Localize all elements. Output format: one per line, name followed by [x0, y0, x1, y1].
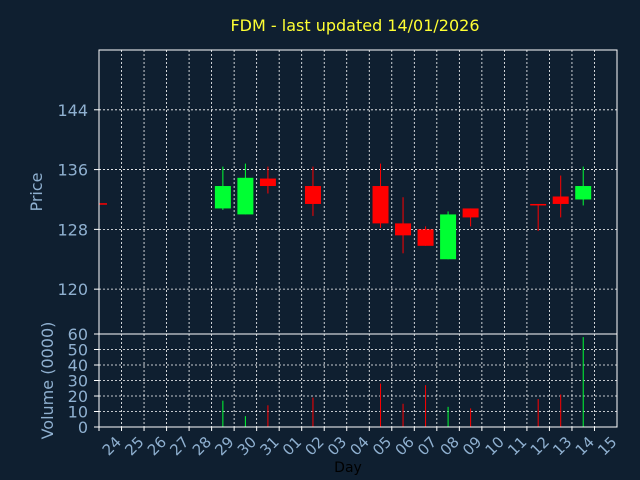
- price-candle: [237, 177, 254, 215]
- price-axis: 120 128 136 144: [57, 49, 618, 335]
- volume-bars: [222, 337, 584, 427]
- volume-tick-label: 10: [68, 403, 88, 422]
- price-candle: [395, 223, 412, 236]
- volume-tick-label: 40: [68, 356, 88, 375]
- price-candle: [440, 214, 457, 260]
- volume-axis-label: Volume (0000): [38, 322, 57, 440]
- price-tick-label: 120: [57, 280, 88, 299]
- price-tick-label: 136: [57, 161, 88, 180]
- price-candle: [462, 208, 479, 218]
- chart-title: FDM - last updated 14/01/2026: [230, 16, 479, 35]
- price-tick-label: 144: [57, 101, 88, 120]
- day-tick-label: 15: [594, 433, 620, 459]
- price-candle: [372, 186, 389, 224]
- price-axis-label: Price: [27, 172, 46, 211]
- volume-grid: [99, 334, 617, 427]
- volume-frame: [98, 333, 618, 428]
- price-candle: [214, 186, 231, 209]
- volume-tick-label: 0: [78, 418, 88, 437]
- day-axis-label: Day: [334, 460, 362, 476]
- price-candle: [417, 229, 434, 246]
- price-candle: [259, 178, 276, 187]
- price-frame: [98, 49, 618, 335]
- price-candle: [304, 186, 321, 204]
- price-grid: [99, 50, 617, 334]
- price-candles: [99, 163, 592, 260]
- volume-tick-label: 20: [68, 387, 88, 406]
- day-axis: 2425262728293031010203040506070809101112…: [98, 427, 620, 459]
- volume-tick-label: 30: [68, 372, 88, 391]
- volume-tick-label: 50: [68, 341, 88, 360]
- price-candle: [575, 186, 592, 200]
- price-candle: [530, 203, 547, 206]
- price-tick-label: 128: [57, 220, 88, 239]
- price-candle: [552, 196, 569, 204]
- volume-tick-label: 60: [68, 325, 88, 344]
